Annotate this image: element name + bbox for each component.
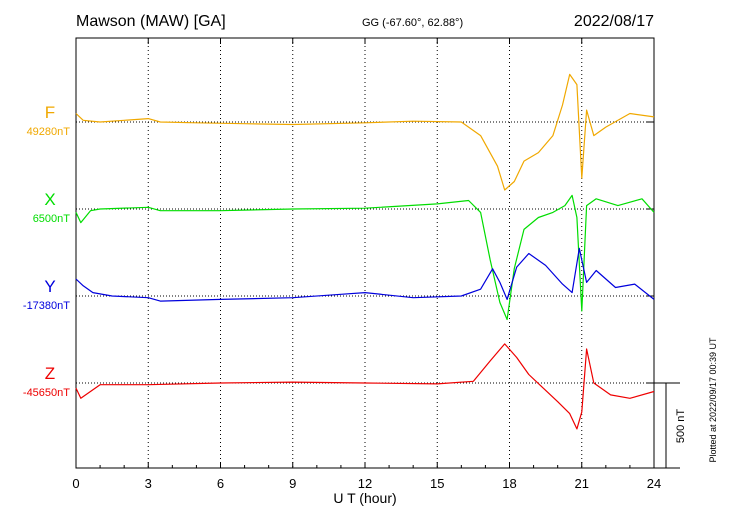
series-baseline-label-X: 6500nT bbox=[33, 213, 71, 225]
x-tick-label: 0 bbox=[72, 476, 79, 491]
series-line-Y bbox=[75, 247, 655, 302]
scale-bar: 500 nT bbox=[654, 382, 687, 469]
series-line-Z bbox=[75, 343, 655, 430]
series-name-Z: Z bbox=[45, 364, 55, 383]
series-baseline-label-F: 49280nT bbox=[27, 126, 71, 138]
x-tick-label: 18 bbox=[502, 476, 516, 491]
scale-bar-label: 500 nT bbox=[675, 409, 687, 444]
series-name-F: F bbox=[45, 103, 55, 122]
coordinates-label: GG (-67.60°, 62.88°) bbox=[362, 17, 463, 29]
gridlines bbox=[147, 38, 583, 468]
series-line-X bbox=[75, 194, 655, 321]
x-tick-label: 21 bbox=[575, 476, 589, 491]
station-title: Mawson (MAW) [GA] bbox=[76, 13, 226, 30]
x-axis-ticks: 0 3 6 9 12 15 18 21 24 bbox=[72, 38, 661, 491]
x-tick-label: 24 bbox=[647, 476, 661, 491]
x-tick-label: 3 bbox=[145, 476, 152, 491]
date-label: 2022/08/17 bbox=[574, 13, 654, 30]
series-name-Y: Y bbox=[44, 277, 55, 296]
series-baseline-label-Z: -45650nT bbox=[23, 387, 70, 399]
x-tick-label: 15 bbox=[430, 476, 444, 491]
x-tick-label: 9 bbox=[289, 476, 296, 491]
series-name-X: X bbox=[44, 190, 55, 209]
x-tick-label: 6 bbox=[217, 476, 224, 491]
series-labels: F 49280nT X 6500nT Y -17380nT Z -45650nT bbox=[23, 103, 70, 399]
series-baseline-label-Y: -17380nT bbox=[23, 300, 70, 312]
series-baselines bbox=[76, 121, 654, 384]
x-tick-label: 12 bbox=[358, 476, 372, 491]
x-axis-label: U T (hour) bbox=[333, 490, 396, 506]
series-lines bbox=[75, 73, 655, 430]
plotted-timestamp: Plotted at 2022/09/17 00:39 UT bbox=[708, 337, 718, 463]
series-line-F bbox=[75, 73, 655, 191]
